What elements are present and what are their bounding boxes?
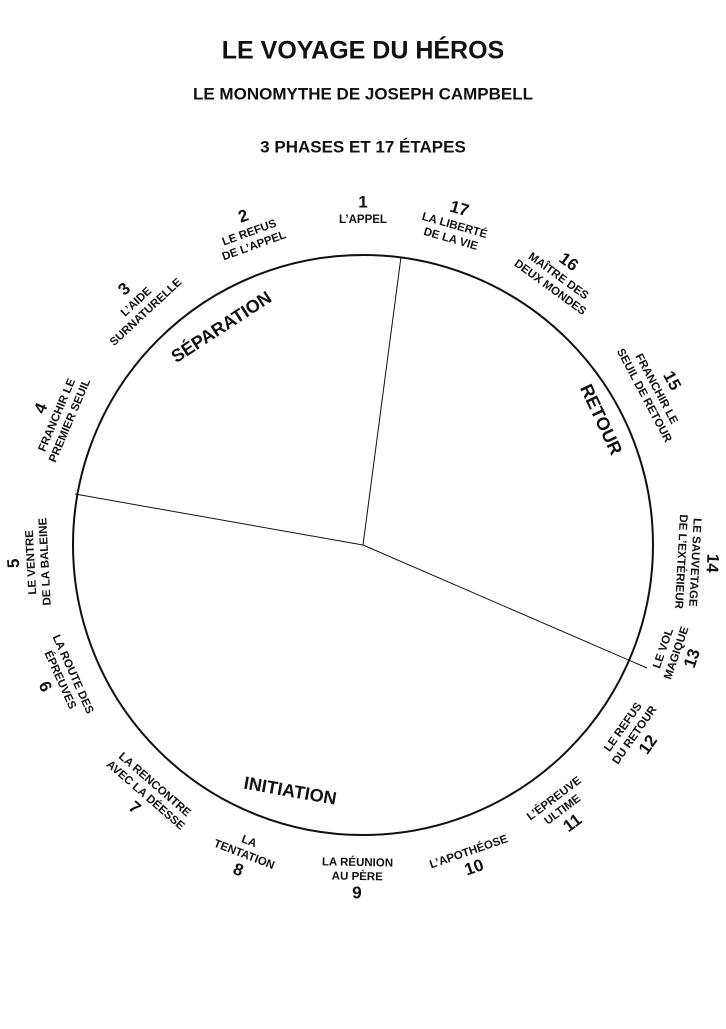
- stage-label: DE L’EXTÉRIEUR: [672, 514, 690, 610]
- stage-label: LA RÉUNION: [322, 855, 393, 869]
- phase-label: RETOUR: [576, 381, 626, 458]
- stage-number: 1: [358, 192, 367, 211]
- phase-label: INITIATION: [242, 773, 338, 809]
- title: LE VOYAGE DU HÉROS: [222, 36, 504, 65]
- stage-number: 3: [114, 279, 134, 299]
- stage-number: 14: [702, 553, 722, 573]
- stage-number: 6: [35, 678, 56, 694]
- stage-label: L’APPEL: [339, 214, 387, 226]
- stage-label: LE VENTRE: [24, 529, 39, 594]
- stage-number: 17: [448, 197, 471, 220]
- divider: [362, 544, 648, 669]
- phase-label: SÉPARATION: [167, 286, 275, 366]
- stage-number: 5: [4, 558, 23, 568]
- stage-number: 9: [352, 883, 362, 902]
- stage-label: AU PÈRE: [332, 869, 384, 883]
- subtitle: LE MONOMYTHE DE JOSEPH CAMPBELL: [193, 84, 533, 103]
- stage: 1 L’APPEL: [339, 192, 387, 226]
- stage-number: 4: [30, 400, 51, 417]
- stage-number: 2: [236, 206, 251, 227]
- divider: [74, 493, 364, 546]
- cycle-circle: [72, 254, 654, 836]
- stage-number: 7: [125, 797, 145, 818]
- divider: [362, 256, 402, 546]
- stage-label: LE SAUVETAGE: [686, 518, 703, 607]
- heading: 3 PHASES ET 17 ÉTAPES: [260, 137, 466, 156]
- stage-number: 8: [230, 859, 246, 880]
- stage-label: LA: [240, 834, 259, 851]
- stage-label: DE LA BALEINE: [37, 517, 54, 606]
